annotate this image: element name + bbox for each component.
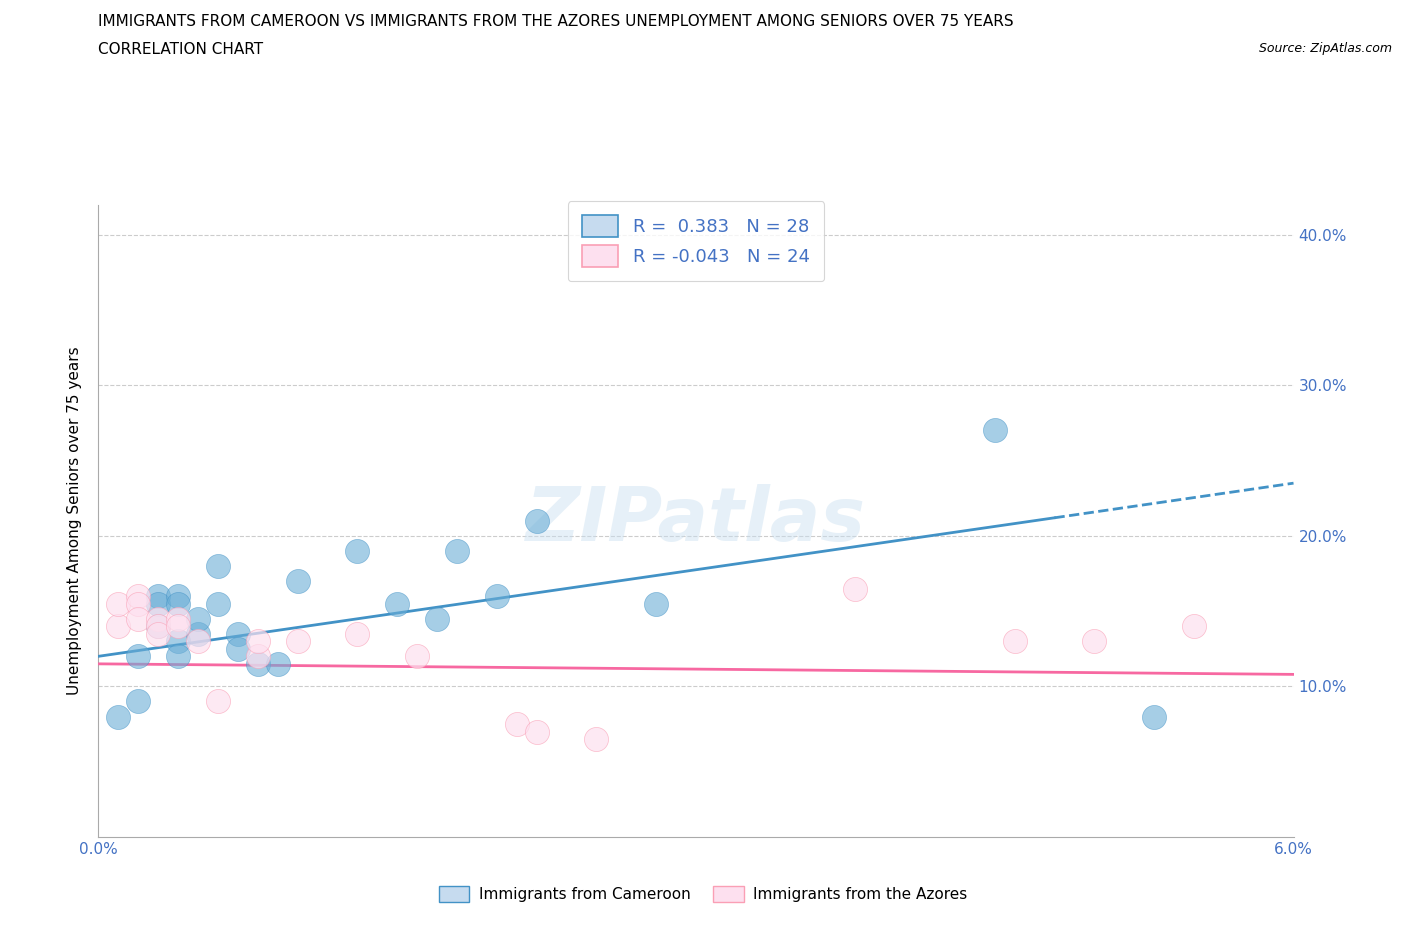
Point — [844, 581, 866, 596]
Point — [187, 611, 209, 626]
Point — [187, 634, 209, 649]
Point — [984, 423, 1007, 438]
Point — [167, 589, 190, 604]
Point — [1182, 618, 1205, 633]
Point — [226, 642, 249, 657]
Y-axis label: Unemployment Among Seniors over 75 years: Unemployment Among Seniors over 75 years — [67, 347, 83, 695]
Point — [485, 589, 508, 604]
Point — [107, 596, 129, 611]
Point — [526, 513, 548, 528]
Point — [148, 611, 170, 626]
Point — [406, 649, 429, 664]
Point — [107, 709, 129, 724]
Point — [287, 574, 309, 589]
Point — [167, 611, 190, 626]
Point — [346, 543, 368, 558]
Text: CORRELATION CHART: CORRELATION CHART — [98, 42, 263, 57]
Point — [246, 634, 269, 649]
Point — [1004, 634, 1026, 649]
Point — [287, 634, 309, 649]
Point — [187, 626, 209, 641]
Point — [385, 596, 409, 611]
Point — [506, 717, 529, 732]
Point — [585, 732, 607, 747]
Point — [107, 618, 129, 633]
Point — [426, 611, 449, 626]
Point — [526, 724, 548, 739]
Point — [167, 649, 190, 664]
Point — [207, 596, 229, 611]
Point — [346, 626, 368, 641]
Legend: R =  0.383   N = 28, R = -0.043   N = 24: R = 0.383 N = 28, R = -0.043 N = 24 — [568, 201, 824, 281]
Point — [1143, 709, 1166, 724]
Point — [167, 618, 190, 633]
Point — [446, 543, 468, 558]
Text: ZIPatlas: ZIPatlas — [526, 485, 866, 557]
Point — [127, 694, 149, 709]
Point — [246, 657, 269, 671]
Point — [127, 611, 149, 626]
Point — [246, 649, 269, 664]
Point — [226, 626, 249, 641]
Point — [167, 596, 190, 611]
Point — [127, 649, 149, 664]
Point — [127, 589, 149, 604]
Text: Source: ZipAtlas.com: Source: ZipAtlas.com — [1258, 42, 1392, 55]
Point — [207, 559, 229, 574]
Point — [207, 694, 229, 709]
Point — [148, 589, 170, 604]
Point — [148, 618, 170, 633]
Point — [167, 634, 190, 649]
Point — [127, 596, 149, 611]
Point — [148, 618, 170, 633]
Text: IMMIGRANTS FROM CAMEROON VS IMMIGRANTS FROM THE AZORES UNEMPLOYMENT AMONG SENIOR: IMMIGRANTS FROM CAMEROON VS IMMIGRANTS F… — [98, 14, 1014, 29]
Legend: Immigrants from Cameroon, Immigrants from the Azores: Immigrants from Cameroon, Immigrants fro… — [433, 880, 973, 909]
Point — [148, 626, 170, 641]
Point — [148, 596, 170, 611]
Point — [645, 596, 668, 611]
Point — [267, 657, 290, 671]
Point — [1083, 634, 1105, 649]
